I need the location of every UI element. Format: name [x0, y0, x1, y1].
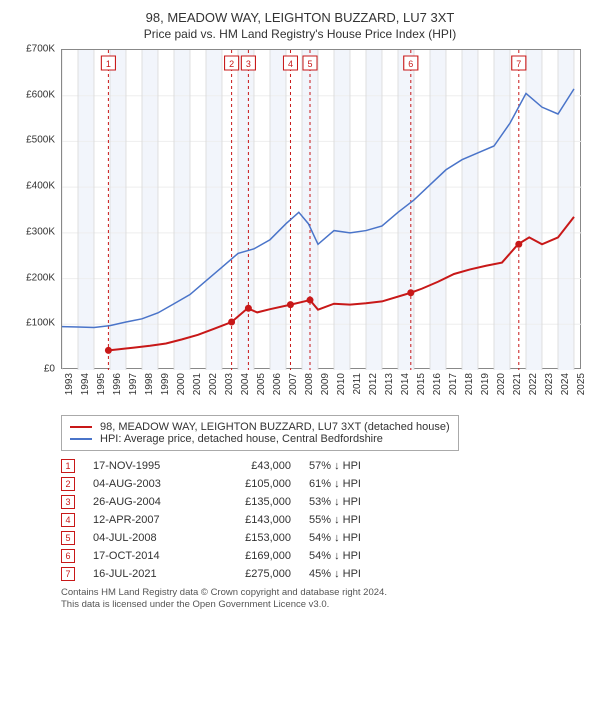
x-axis-label: 2008	[304, 373, 315, 395]
y-axis-label: £700K	[26, 44, 55, 55]
events-table: 1 17-NOV-1995 £43,000 57% ↓ HPI 2 04-AUG-2003…	[61, 459, 585, 581]
event-price: £153,000	[221, 532, 291, 544]
event-price: £135,000	[221, 496, 291, 508]
event-number-box: 2	[61, 477, 75, 491]
x-axis-label: 1995	[96, 373, 107, 395]
x-axis-label: 1999	[160, 373, 171, 395]
event-row: 2 04-AUG-2003 £105,000 61% ↓ HPI	[61, 477, 585, 491]
event-number-box: 4	[61, 513, 75, 527]
x-axis-label: 2023	[544, 373, 555, 395]
event-number-box: 1	[61, 459, 75, 473]
x-axis-label: 2025	[576, 373, 587, 395]
event-hpi: 54% ↓ HPI	[309, 550, 389, 562]
x-axis-label: 2000	[176, 373, 187, 395]
y-axis-label: £100K	[26, 318, 55, 329]
x-axis-label: 2012	[368, 373, 379, 395]
event-row: 4 12-APR-2007 £143,000 55% ↓ HPI	[61, 513, 585, 527]
page-title: 98, MEADOW WAY, LEIGHTON BUZZARD, LU7 3X…	[15, 10, 585, 25]
x-axis-label: 2002	[208, 373, 219, 395]
event-date: 17-OCT-2014	[93, 550, 203, 562]
legend-swatch	[70, 426, 92, 428]
y-axis-label: £200K	[26, 272, 55, 283]
y-axis-label: £500K	[26, 135, 55, 146]
legend-label: HPI: Average price, detached house, Cent…	[100, 433, 383, 445]
event-price: £43,000	[221, 460, 291, 472]
x-axis-label: 2016	[432, 373, 443, 395]
event-hpi: 57% ↓ HPI	[309, 460, 389, 472]
legend-label: 98, MEADOW WAY, LEIGHTON BUZZARD, LU7 3X…	[100, 421, 450, 433]
event-price: £105,000	[221, 478, 291, 490]
event-number-box: 5	[61, 531, 75, 545]
svg-text:1: 1	[106, 59, 111, 69]
svg-text:2: 2	[229, 59, 234, 69]
legend-row: HPI: Average price, detached house, Cent…	[70, 433, 450, 445]
x-axis-label: 2017	[448, 373, 459, 395]
x-axis-label: 2013	[384, 373, 395, 395]
footer-line: Contains HM Land Registry data © Crown c…	[61, 587, 585, 599]
event-row: 1 17-NOV-1995 £43,000 57% ↓ HPI	[61, 459, 585, 473]
x-axis-label: 2001	[192, 373, 203, 395]
event-hpi: 55% ↓ HPI	[309, 514, 389, 526]
event-number-box: 6	[61, 549, 75, 563]
price-chart: £0£100K£200K£300K£400K£500K£600K£700K 12…	[15, 49, 585, 409]
x-axis-label: 2004	[240, 373, 251, 395]
svg-text:3: 3	[246, 59, 251, 69]
event-price: £275,000	[221, 568, 291, 580]
svg-text:7: 7	[516, 59, 521, 69]
svg-text:6: 6	[408, 59, 413, 69]
legend: 98, MEADOW WAY, LEIGHTON BUZZARD, LU7 3X…	[61, 415, 459, 451]
event-hpi: 61% ↓ HPI	[309, 478, 389, 490]
event-row: 6 17-OCT-2014 £169,000 54% ↓ HPI	[61, 549, 585, 563]
event-hpi: 53% ↓ HPI	[309, 496, 389, 508]
x-axis-label: 2018	[464, 373, 475, 395]
event-number-box: 7	[61, 567, 75, 581]
legend-swatch	[70, 438, 92, 440]
y-axis-label: £600K	[26, 89, 55, 100]
event-date: 16-JUL-2021	[93, 568, 203, 580]
x-axis-label: 1997	[128, 373, 139, 395]
x-axis-label: 1993	[64, 373, 75, 395]
event-hpi: 54% ↓ HPI	[309, 532, 389, 544]
x-axis-label: 2024	[560, 373, 571, 395]
x-axis-label: 2015	[416, 373, 427, 395]
x-axis-label: 2009	[320, 373, 331, 395]
x-axis-label: 2010	[336, 373, 347, 395]
footer: Contains HM Land Registry data © Crown c…	[61, 587, 585, 612]
event-row: 7 16-JUL-2021 £275,000 45% ↓ HPI	[61, 567, 585, 581]
x-axis-label: 2020	[496, 373, 507, 395]
svg-text:4: 4	[288, 59, 293, 69]
event-date: 04-AUG-2003	[93, 478, 203, 490]
y-axis-label: £0	[44, 364, 55, 375]
event-date: 04-JUL-2008	[93, 532, 203, 544]
event-date: 17-NOV-1995	[93, 460, 203, 472]
x-axis-label: 2006	[272, 373, 283, 395]
x-axis-label: 1998	[144, 373, 155, 395]
x-axis-label: 2003	[224, 373, 235, 395]
event-date: 26-AUG-2004	[93, 496, 203, 508]
y-axis-label: £300K	[26, 226, 55, 237]
x-axis-label: 2014	[400, 373, 411, 395]
x-axis-label: 2007	[288, 373, 299, 395]
event-price: £143,000	[221, 514, 291, 526]
event-hpi: 45% ↓ HPI	[309, 568, 389, 580]
x-axis-label: 2021	[512, 373, 523, 395]
x-axis-label: 1996	[112, 373, 123, 395]
footer-line: This data is licensed under the Open Gov…	[61, 599, 585, 611]
event-date: 12-APR-2007	[93, 514, 203, 526]
event-row: 5 04-JUL-2008 £153,000 54% ↓ HPI	[61, 531, 585, 545]
event-row: 3 26-AUG-2004 £135,000 53% ↓ HPI	[61, 495, 585, 509]
svg-text:5: 5	[307, 59, 312, 69]
page-subtitle: Price paid vs. HM Land Registry's House …	[15, 27, 585, 41]
legend-row: 98, MEADOW WAY, LEIGHTON BUZZARD, LU7 3X…	[70, 421, 450, 433]
event-price: £169,000	[221, 550, 291, 562]
event-number-box: 3	[61, 495, 75, 509]
y-axis-label: £400K	[26, 181, 55, 192]
x-axis-label: 2011	[352, 373, 363, 395]
x-axis-label: 2022	[528, 373, 539, 395]
x-axis-label: 2019	[480, 373, 491, 395]
x-axis-label: 2005	[256, 373, 267, 395]
x-axis-label: 1994	[80, 373, 91, 395]
